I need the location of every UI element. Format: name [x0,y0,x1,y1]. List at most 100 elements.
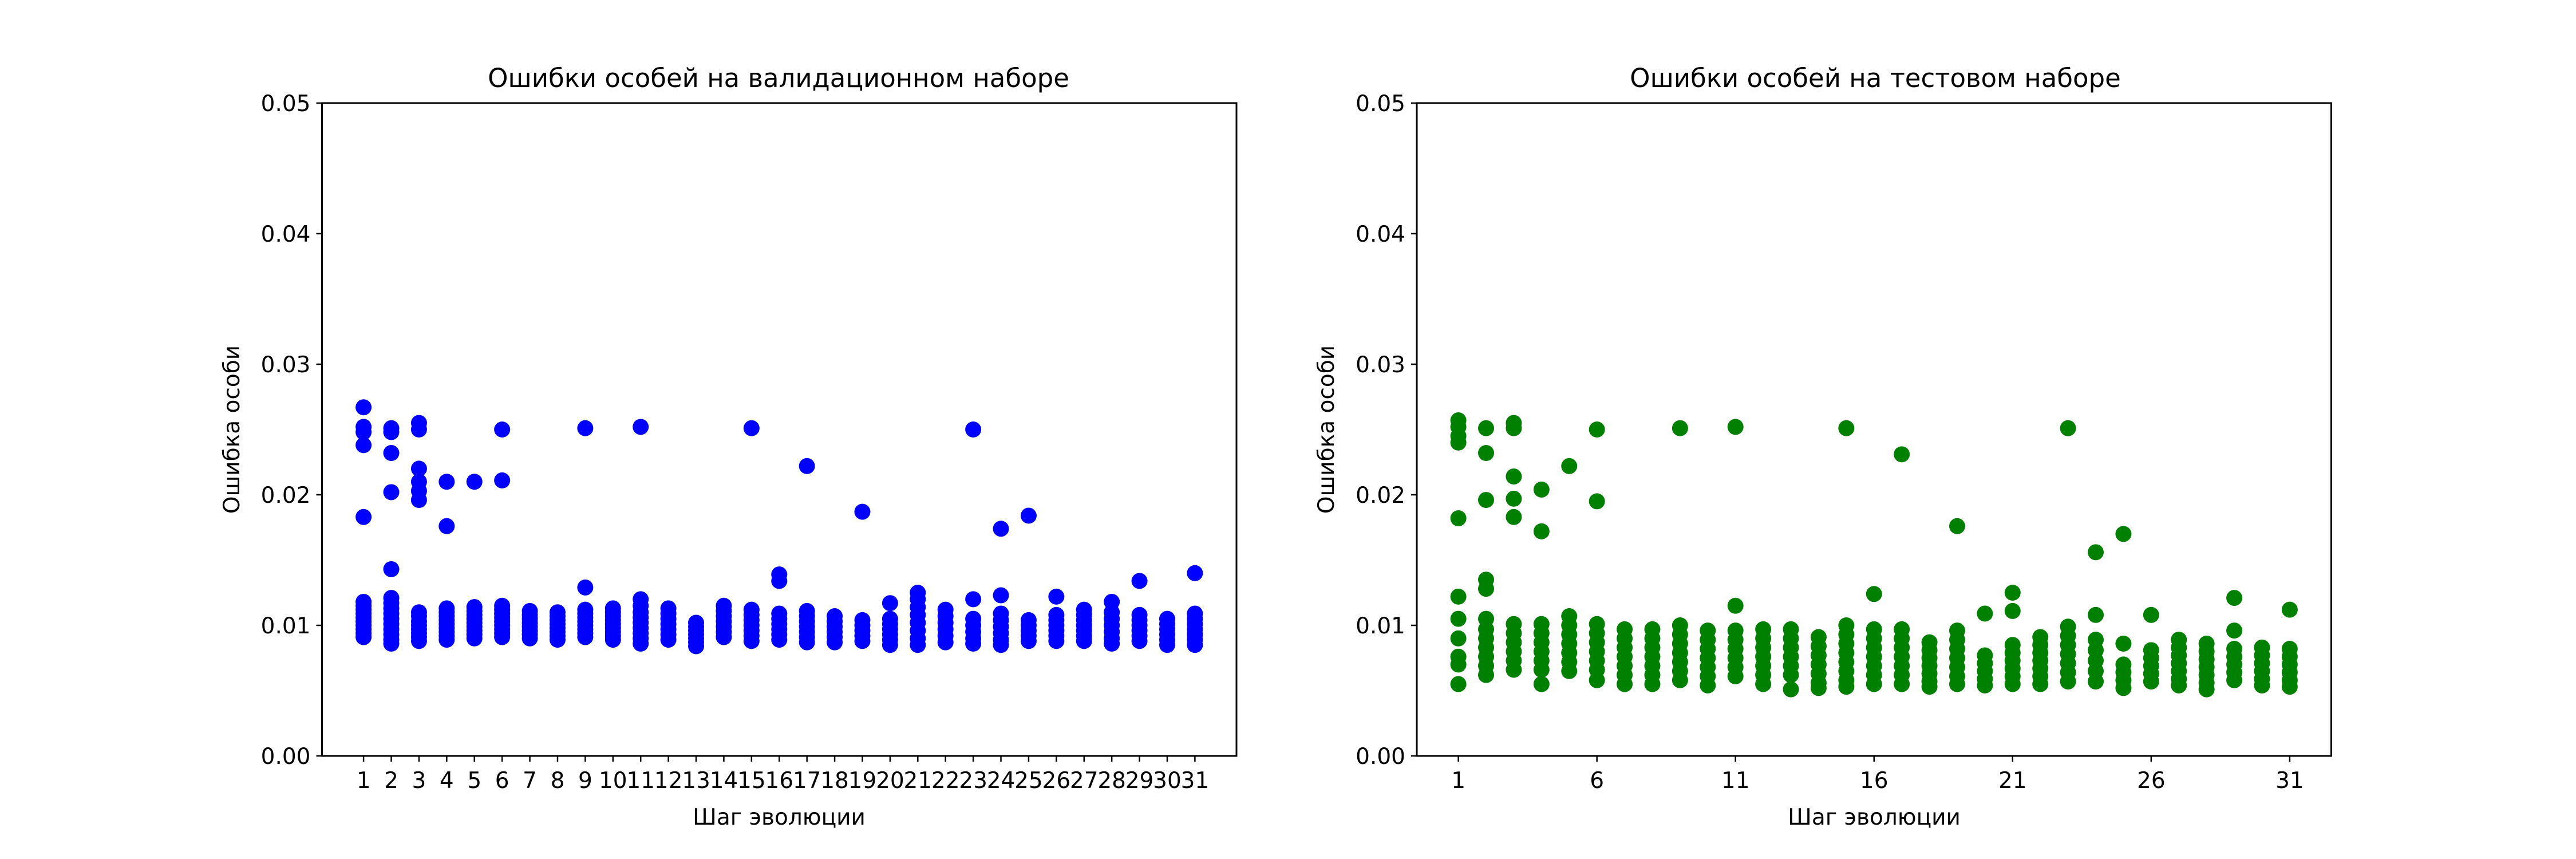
x-tick-label: 6 [495,768,509,794]
data-point [1187,565,1203,581]
data-point [2032,676,2049,692]
data-point [577,629,594,645]
data-point [799,458,815,474]
data-point [2254,677,2270,693]
x-tick-label: 15 [737,768,766,794]
x-tick-label: 17 [793,768,821,794]
x-tick-label: 19 [848,768,877,794]
data-point [466,474,483,490]
data-point [355,437,372,454]
data-point [1561,663,1578,679]
data-points [355,399,1203,655]
data-point [771,573,788,589]
data-point [1076,633,1092,649]
data-point [1727,419,1744,435]
data-point [1977,677,1993,693]
data-point [965,635,982,652]
data-point [466,630,483,647]
data-point [1589,421,1605,438]
data-point [2088,606,2104,623]
data-point [1450,588,1467,605]
x-tick-label: 4 [440,768,454,794]
data-point [771,632,788,648]
data-point [854,633,871,649]
data-point [2281,601,2298,618]
data-point [1894,446,1910,463]
x-tick-label: 2 [384,768,398,794]
x-tick-label: 26 [1042,768,1071,794]
data-point [494,421,511,438]
data-point [993,521,1009,537]
data-point [1450,434,1467,451]
data-point [355,629,372,645]
data-point [355,424,372,440]
data-point [1450,676,1467,692]
data-point [1533,481,1550,498]
data-point [1866,586,1882,602]
data-point [1478,492,1495,509]
data-point [521,630,538,647]
x-tick-label: 27 [1070,768,1099,794]
data-point [1755,676,1772,692]
data-point [410,492,427,509]
data-point [1727,597,1744,614]
data-point [494,629,511,645]
x-tick-label: 29 [1125,768,1154,794]
data-point [882,595,898,612]
data-point [1020,507,1037,524]
y-tick-label: 0.02 [261,483,311,509]
x-axis: 1 2 3 4 5 6 7 8 9 1011121314151617181920212223242… [357,756,1209,794]
data-point [2060,673,2076,690]
data-point [965,421,982,438]
data-point [1533,661,1550,678]
y-tick-label: 0.05 [1356,91,1405,117]
data-point [993,637,1009,653]
y-tick-label: 0.00 [1356,744,1405,770]
data-point [2226,590,2243,606]
x-tick-label: 16 [765,768,793,794]
x-tick-label: 7 [523,768,537,794]
x-tick-label: 1 [357,768,371,794]
data-point [2115,635,2132,652]
data-point [688,638,705,655]
chart-title: Ошибки особей на тестовом наборе [1630,63,2121,93]
data-point [1131,633,1148,649]
x-tick-label: 10 [599,768,627,794]
y-tick-label: 0.02 [1356,483,1405,509]
x-tick-label: 21 [1998,768,2027,794]
data-point [1450,630,1467,647]
data-point [1783,681,1799,698]
data-point [605,632,621,648]
data-point [577,420,594,436]
x-tick-label: 14 [710,768,738,794]
data-point [494,472,511,488]
data-point [438,632,455,648]
y-axis: 0.00 0.01 0.02 0.03 0.04 0.05 [1356,91,1417,770]
data-point [993,587,1009,604]
x-tick-label: 21 [903,768,932,794]
data-point [549,632,566,648]
x-tick-label: 28 [1097,768,1126,794]
data-point [1672,420,1688,436]
data-point [2226,622,2243,639]
data-point [882,637,898,653]
y-axis: 0.00 0.01 0.02 0.03 0.04 0.05 [261,91,322,770]
x-tick-label: 25 [1014,768,1043,794]
data-point [1159,637,1175,653]
x-tick-label: 11 [626,768,655,794]
data-point [1810,680,1827,696]
data-point [1700,677,1716,693]
x-tick-label: 11 [1721,768,1750,794]
data-point [965,591,982,608]
plot-frame [1416,102,2332,757]
data-point [1506,509,1522,525]
data-point [1838,679,1855,695]
data-point [2004,585,2021,601]
data-point [383,484,400,501]
y-tick-label: 0.00 [261,744,311,770]
x-tick-label: 3 [412,768,426,794]
data-point [910,637,926,653]
data-point [1506,490,1522,507]
x-axis-label: Шаг эволюции [1788,805,1961,830]
